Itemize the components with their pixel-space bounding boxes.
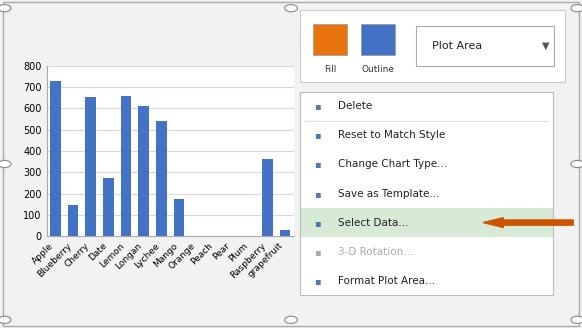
Text: 3-D Rotation...: 3-D Rotation... — [338, 247, 413, 256]
Bar — [50, 80, 61, 236]
Text: Delete: Delete — [338, 101, 372, 112]
Text: ▪: ▪ — [314, 189, 321, 198]
Bar — [280, 230, 290, 236]
Text: ▪: ▪ — [314, 247, 321, 256]
Text: Select Data...: Select Data... — [338, 217, 408, 228]
Text: ▪: ▪ — [314, 101, 321, 112]
Bar — [300, 208, 553, 237]
Text: Fill: Fill — [324, 65, 336, 73]
Bar — [262, 159, 273, 236]
Text: Reset to Match Style: Reset to Match Style — [338, 131, 445, 140]
Text: Plot Area: Plot Area — [432, 41, 482, 51]
Text: Change Chart Type...: Change Chart Type... — [338, 159, 447, 170]
FancyBboxPatch shape — [313, 24, 347, 54]
Text: ▪: ▪ — [314, 217, 321, 228]
Text: Outline: Outline — [361, 65, 395, 73]
Text: ▼: ▼ — [542, 41, 550, 51]
Bar — [139, 106, 149, 236]
FancyBboxPatch shape — [361, 24, 395, 54]
FancyBboxPatch shape — [416, 26, 554, 66]
Text: ▪: ▪ — [314, 131, 321, 140]
Bar — [68, 205, 79, 236]
Text: Save as Template...: Save as Template... — [338, 189, 439, 198]
Text: ▪: ▪ — [314, 159, 321, 170]
Text: ▪: ▪ — [314, 276, 321, 286]
Bar — [174, 199, 184, 236]
Bar — [156, 121, 166, 236]
Bar — [86, 96, 96, 236]
Text: Format Plot Area...: Format Plot Area... — [338, 276, 435, 286]
Bar — [103, 177, 113, 236]
Bar — [121, 96, 132, 236]
